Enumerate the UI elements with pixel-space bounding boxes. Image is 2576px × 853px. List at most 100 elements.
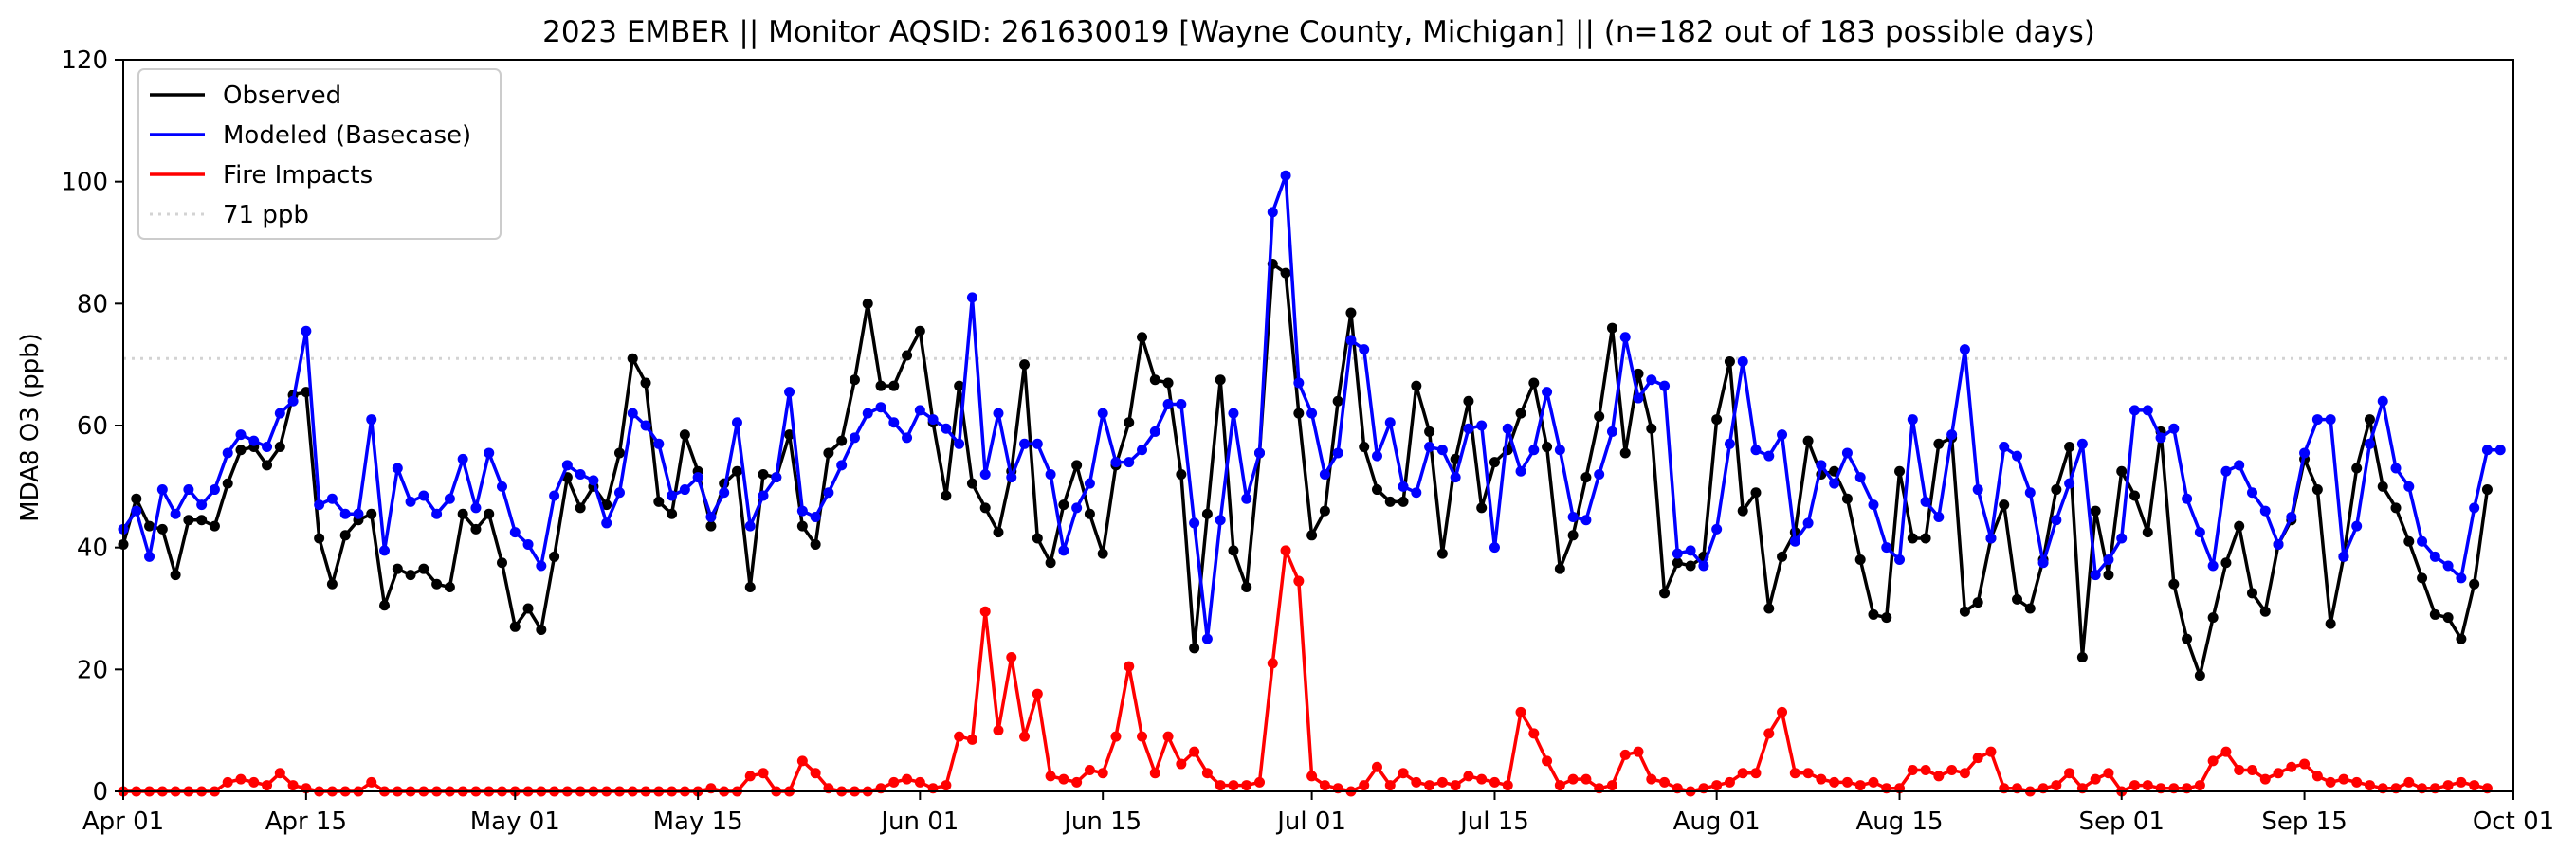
data-point	[1149, 426, 1160, 437]
data-point	[1006, 472, 1017, 483]
data-point	[2456, 633, 2467, 644]
data-point	[1398, 768, 1409, 779]
data-point	[1633, 746, 1644, 757]
legend-label: Fire Impacts	[223, 161, 373, 190]
data-point	[2469, 578, 2480, 590]
data-point	[1137, 332, 1148, 343]
data-point	[1189, 746, 1200, 757]
data-point	[274, 408, 285, 419]
data-point	[366, 776, 377, 788]
data-point	[1228, 780, 1239, 791]
data-point	[2351, 463, 2363, 474]
data-point	[966, 734, 977, 745]
data-point	[131, 493, 142, 504]
data-point	[1149, 374, 1160, 386]
data-point	[705, 520, 717, 532]
data-point	[667, 508, 678, 519]
data-point	[549, 490, 560, 501]
data-point	[1985, 746, 1997, 757]
data-point	[2311, 771, 2323, 782]
y-axis-label: MDA8 O3 (ppb)	[16, 333, 45, 522]
data-point	[810, 512, 821, 522]
series-line-fire-impacts	[123, 549, 2488, 793]
data-point	[1502, 780, 1513, 791]
data-point	[1999, 499, 2010, 511]
data-point	[366, 508, 377, 519]
data-point	[914, 776, 925, 788]
data-point	[274, 442, 285, 453]
data-point	[144, 520, 155, 532]
data-point	[1293, 575, 1305, 587]
data-point	[731, 465, 742, 477]
data-point	[836, 460, 848, 471]
data-point	[2076, 438, 2088, 449]
data-point	[1084, 764, 1095, 775]
x-tick-label: Jun 01	[879, 808, 959, 836]
data-point	[470, 502, 482, 514]
data-point	[1933, 771, 1945, 782]
data-point	[2234, 460, 2245, 471]
data-point	[2024, 487, 2036, 499]
data-point	[2259, 505, 2271, 517]
data-point	[1802, 517, 1814, 529]
data-point	[1763, 450, 1775, 462]
data-point	[2037, 557, 2049, 569]
data-point	[1868, 499, 1879, 511]
data-point	[457, 508, 468, 519]
data-point	[1097, 408, 1108, 419]
data-point	[1110, 457, 1122, 468]
data-point	[2103, 554, 2114, 566]
data-point	[1594, 410, 1605, 422]
data-point	[796, 755, 808, 767]
data-point	[1489, 457, 1500, 468]
data-point	[1841, 776, 1853, 788]
data-point	[954, 438, 965, 449]
data-point	[1241, 493, 1252, 504]
data-point	[2417, 572, 2428, 584]
data-point	[627, 408, 638, 419]
data-point	[849, 374, 860, 386]
data-point	[1502, 423, 1513, 434]
data-point	[1124, 661, 1135, 672]
data-point	[993, 408, 1004, 419]
data-point	[2116, 465, 2128, 477]
data-point	[1371, 484, 1382, 496]
data-point	[1476, 773, 1488, 785]
data-point	[1685, 560, 1696, 572]
data-point	[993, 725, 1004, 736]
data-point	[979, 502, 991, 514]
data-point	[836, 435, 848, 446]
data-point	[1398, 481, 1409, 492]
data-point	[1633, 368, 1644, 379]
data-point	[2442, 612, 2454, 624]
data-point	[1176, 398, 1187, 409]
data-point	[653, 496, 665, 507]
data-point	[353, 508, 364, 519]
x-tick-label: May 01	[470, 808, 560, 836]
data-point	[1724, 776, 1735, 788]
data-point	[2142, 780, 2153, 791]
data-point	[2103, 570, 2114, 581]
data-point	[744, 520, 756, 532]
data-point	[2246, 588, 2257, 599]
data-point	[144, 551, 155, 562]
data-point	[1528, 445, 1540, 456]
data-point	[1280, 170, 1291, 181]
data-point	[1907, 533, 1918, 544]
data-point	[2012, 593, 2023, 605]
data-point	[1345, 335, 1357, 346]
data-point	[1332, 395, 1343, 407]
data-point	[1476, 502, 1488, 514]
data-point	[2182, 493, 2193, 504]
data-point	[1411, 380, 1422, 391]
data-point	[1959, 768, 1970, 779]
data-point	[1750, 487, 1762, 499]
data-point	[784, 387, 795, 398]
data-point	[1659, 380, 1671, 391]
data-point	[1894, 465, 1906, 477]
data-point	[2273, 538, 2284, 550]
data-point	[1789, 768, 1800, 779]
data-point	[1659, 588, 1671, 599]
data-point	[941, 490, 952, 501]
data-point	[2259, 606, 2271, 617]
